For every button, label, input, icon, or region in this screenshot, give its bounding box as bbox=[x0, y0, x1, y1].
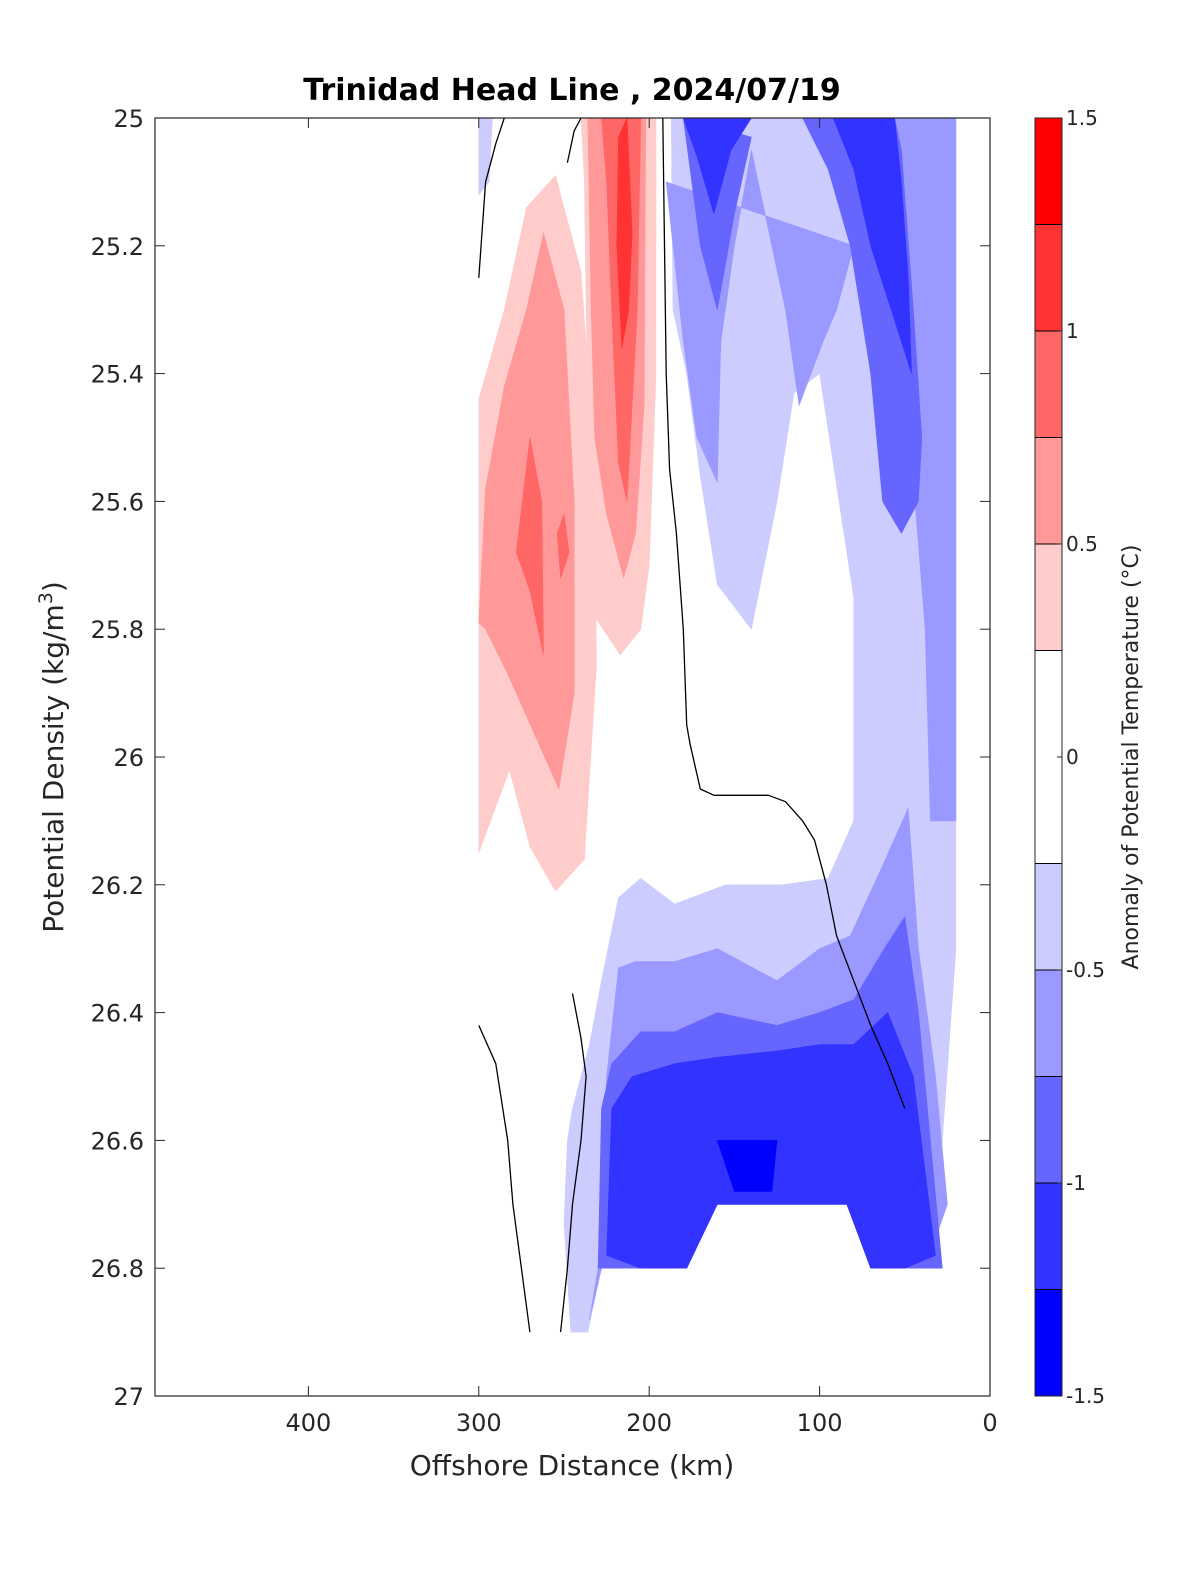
contour-region-3 bbox=[515, 437, 544, 656]
zero-contour-line-2 bbox=[566, 117, 582, 163]
x-axis-title: Offshore Distance (km) bbox=[410, 1449, 735, 1482]
y-tick-label: 26.8 bbox=[91, 1255, 144, 1283]
y-tick-label: 25.2 bbox=[91, 233, 144, 261]
x-tick-label: 0 bbox=[982, 1409, 997, 1437]
colorbar-tick-label: 1 bbox=[1066, 319, 1079, 343]
colorbar-swatch bbox=[1035, 970, 1062, 1077]
colorbar-swatch bbox=[1035, 224, 1062, 331]
colorbar-swatch bbox=[1035, 331, 1062, 438]
y-tick-label: 26.6 bbox=[91, 1127, 144, 1155]
contour-region-4 bbox=[556, 513, 570, 579]
zero-contour-line-3 bbox=[662, 117, 906, 1109]
colorbar-swatch bbox=[1035, 1289, 1062, 1396]
y-tick-label: 26 bbox=[113, 744, 144, 772]
y-tick-labels: 25 25.2 25.4 25.6 25.8 26 26.2 26.4 26.6 26.8 27 bbox=[91, 105, 144, 1411]
colorbar-ticks: 1.5 1 0.5 0 -0.5 -1 -1.5 bbox=[1057, 106, 1105, 1408]
chart-title: Trinidad Head Line , 2024/07/19 bbox=[303, 73, 840, 108]
colorbar-swatch bbox=[1035, 863, 1062, 970]
colorbar-title: Anomaly of Potential Temperature (°C) bbox=[1119, 545, 1144, 970]
contour-plot-area bbox=[478, 117, 957, 1333]
zero-contour-lines bbox=[478, 117, 906, 1333]
y-tick-label: 25 bbox=[113, 105, 144, 133]
zero-contour-line-4 bbox=[478, 1025, 531, 1333]
colorbar-swatch bbox=[1035, 1076, 1062, 1183]
x-tick-label: 200 bbox=[626, 1409, 672, 1437]
zero-contour-line-1 bbox=[478, 117, 505, 278]
colorbar-tick-label: -1.5 bbox=[1066, 1384, 1105, 1408]
colorbar-tick-label: -1 bbox=[1066, 1171, 1086, 1195]
y-tick-label: 26.4 bbox=[91, 1000, 144, 1028]
y-tick-label: 25.6 bbox=[91, 488, 144, 516]
x-tick-label: 100 bbox=[797, 1409, 843, 1437]
colorbar-tick-label: 1.5 bbox=[1066, 106, 1098, 130]
axis-ticks bbox=[155, 117, 991, 1397]
y-tick-label: 25.4 bbox=[91, 361, 144, 389]
y-tick-label: 25.8 bbox=[91, 616, 144, 644]
contour-region-20 bbox=[716, 1140, 778, 1192]
colorbar-tick-label: 0 bbox=[1066, 745, 1079, 769]
colorbar-swatch bbox=[1035, 1183, 1062, 1290]
colorbar-tick-label: 0.5 bbox=[1066, 532, 1098, 556]
y-tick-label: 27 bbox=[113, 1383, 144, 1411]
colorbar-swatch bbox=[1035, 544, 1062, 651]
colorbar-tick-label: -0.5 bbox=[1066, 958, 1105, 982]
zero-contour-line-5 bbox=[559, 993, 587, 1333]
colorbar-swatch bbox=[1035, 437, 1062, 544]
colorbar bbox=[1035, 117, 1062, 1397]
y-tick-label: 26.2 bbox=[91, 872, 144, 900]
y-axis-title: Potential Density (kg/m3) bbox=[35, 581, 70, 933]
y-axis-title-sup: 3 bbox=[35, 592, 57, 604]
contour-region-18 bbox=[832, 117, 912, 374]
colorbar-swatch bbox=[1035, 118, 1062, 225]
x-tick-labels: 400 300 200 100 0 bbox=[285, 1409, 997, 1437]
y-axis-title-close: ) bbox=[37, 581, 70, 592]
x-tick-label: 300 bbox=[456, 1409, 502, 1437]
x-tick-label: 400 bbox=[285, 1409, 331, 1437]
y-axis-title-main: Potential Density (kg/m bbox=[37, 604, 70, 933]
